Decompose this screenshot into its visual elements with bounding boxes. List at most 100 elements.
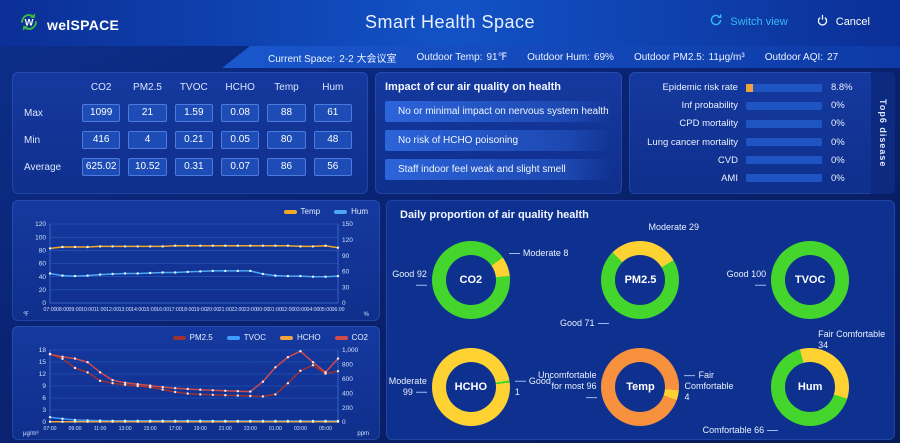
svg-text:400: 400 <box>342 390 353 397</box>
stat-cell: 0.07 <box>220 158 260 176</box>
svg-text:03:00: 03:00 <box>294 307 307 313</box>
stat-cell: 86 <box>267 158 306 176</box>
svg-text:60: 60 <box>39 261 47 268</box>
disease-bar-track <box>745 156 822 165</box>
stats-corner <box>24 88 78 90</box>
disease-bar-fill <box>745 83 753 92</box>
legend-item-tvoc[interactable]: TVOC <box>226 333 266 342</box>
switch-view-button[interactable]: Switch view <box>709 13 788 30</box>
info-value: 2-2 大会议室 <box>339 53 397 65</box>
svg-text:13:00: 13:00 <box>119 307 132 313</box>
svg-text:20:00: 20:00 <box>206 307 219 313</box>
stats-column-header: PM2.5 <box>133 82 162 93</box>
legend-item-temp[interactable]: Temp <box>283 207 320 216</box>
svg-text:6: 6 <box>42 395 46 402</box>
disease-bar-track <box>745 101 822 110</box>
svg-text:11:00: 11:00 <box>94 307 107 313</box>
svg-text:W: W <box>25 18 34 28</box>
disease-label: AMI <box>721 172 738 184</box>
impact-item: No or minimal impact on nervous system h… <box>385 101 612 122</box>
svg-text:00:00: 00:00 <box>256 307 269 313</box>
svg-text:%: % <box>364 312 370 318</box>
stat-cell: 4 <box>128 131 167 149</box>
legend-item-co2[interactable]: CO2 <box>334 333 368 342</box>
disease-value: 0% <box>830 154 845 166</box>
info-label: Outdoor PM2.5: <box>633 51 705 63</box>
info-value: 91℉ <box>486 51 508 63</box>
disease-bar-track <box>745 119 822 128</box>
svg-text:05:00: 05:00 <box>319 426 332 432</box>
page-title: Smart Health Space <box>364 12 536 32</box>
donut-segment-label: Good 92 <box>386 268 427 291</box>
stats-column-header: Hum <box>322 82 344 93</box>
svg-text:21:00: 21:00 <box>219 307 232 313</box>
legend-label: PM2.5 <box>189 333 213 342</box>
donut-center-label: Hum <box>785 361 836 412</box>
info-item: Current Space: 2-2 大会议室 <box>268 50 397 65</box>
stats-column-header: TVOC <box>179 82 208 93</box>
donut-tvoc: TVOC <box>771 240 850 319</box>
svg-text:19:00: 19:00 <box>194 426 207 432</box>
disease-bar-row: CPD mortality 0% <box>639 118 861 129</box>
cancel-button[interactable]: Cancel <box>816 14 870 30</box>
svg-text:ppm: ppm <box>357 431 369 437</box>
disease-bar-track <box>745 138 822 147</box>
donut-cell-temp: Temp Fair Comfortable 4 Uncomfortable for … <box>538 333 734 440</box>
svg-text:0: 0 <box>42 419 46 426</box>
stats-column-header: HCHO <box>225 82 255 93</box>
svg-text:15:00: 15:00 <box>144 426 157 432</box>
svg-text:04:00: 04:00 <box>306 307 319 313</box>
donut-segment-label: Moderate 29 <box>648 221 700 232</box>
svg-text:12:00: 12:00 <box>106 307 119 313</box>
donut-pm25: PM2.5 <box>601 240 680 319</box>
donut-center-label: TVOC <box>785 254 836 305</box>
stat-cell: 48 <box>313 131 352 149</box>
svg-text:80: 80 <box>39 248 47 255</box>
disease-bar-track <box>745 83 822 92</box>
temp-hum-chart-panel: Temp Hum 0 20 40 60 80 100 120 0 30 60 90 120 150 07:0… <box>12 200 380 321</box>
svg-text:1,000: 1,000 <box>342 347 359 354</box>
svg-text:17:00: 17:00 <box>169 426 182 432</box>
stat-cell: 416 <box>82 131 121 149</box>
donut-cell-tvoc: TVOC Good 100 <box>725 226 895 333</box>
svg-text:23:00: 23:00 <box>244 307 257 313</box>
daily-proportion-panel: Daily proportion of air quality health C… <box>386 200 895 440</box>
donut-co2: CO2 <box>431 240 510 319</box>
donut-hum: Hum <box>771 347 850 426</box>
donut-segment-label: Moderate 8 <box>509 248 569 259</box>
temp-hum-line-chart: 0 20 40 60 80 100 120 0 30 60 90 120 150 07:00 08:00 09… <box>20 218 372 318</box>
stats-table: CO2 PM2.5 TVOC HCHO Temp Hum Max 1099 21 1.59 0.08… <box>12 72 368 176</box>
power-icon <box>816 14 829 30</box>
stat-cell: 625.02 <box>82 158 121 176</box>
legend-marker <box>334 335 348 340</box>
stats-column-header: Temp <box>274 82 299 93</box>
svg-text:120: 120 <box>35 221 46 228</box>
stat-cell: 21 <box>128 104 167 122</box>
logo-text: welSPACE <box>47 16 120 33</box>
stat-cell: 0.08 <box>220 104 260 122</box>
legend-item-hcho[interactable]: HCHO <box>279 333 321 342</box>
disease-label: Lung cancer mortality <box>647 136 738 148</box>
impact-item: Staff indoor feel weak and slight smell <box>385 159 612 180</box>
donut-center-label: HCHO <box>445 361 496 412</box>
legend-item-hum[interactable]: Hum <box>334 207 368 216</box>
disease-label: CPD mortality <box>679 118 738 130</box>
stat-cell: 1099 <box>82 104 121 122</box>
stat-cell: 10.52 <box>128 158 167 176</box>
donut-segment-label: Uncomfortable for most 96 <box>538 370 597 404</box>
legend-item-pm2.5[interactable]: PM2.5 <box>172 333 213 342</box>
stats-table-panel: CO2 PM2.5 TVOC HCHO Temp Hum Max 1099 21 1.59 0.08… <box>12 72 368 194</box>
stat-cell: 1.59 <box>174 104 213 122</box>
legend-label: Hum <box>351 207 368 216</box>
donut-cell-pm25: PM2.5 Moderate 29 Good 71 <box>556 222 726 333</box>
disease-bar-row: Lung cancer mortality 0% <box>639 137 861 148</box>
donut-temp: Temp <box>601 347 680 426</box>
donut-segment-label: Fair Comfortable 4 <box>684 369 734 403</box>
header-actions: Switch view Cancel <box>709 13 870 30</box>
stats-row-label: Min <box>24 134 41 146</box>
impact-item: No risk of HCHO poisoning <box>385 130 612 151</box>
stats-column-header: CO2 <box>90 82 112 93</box>
stat-cell: 0.21 <box>174 131 213 149</box>
disease-bars: Epidemic risk rate 8.8% Inf probability 0% C… <box>639 82 861 184</box>
